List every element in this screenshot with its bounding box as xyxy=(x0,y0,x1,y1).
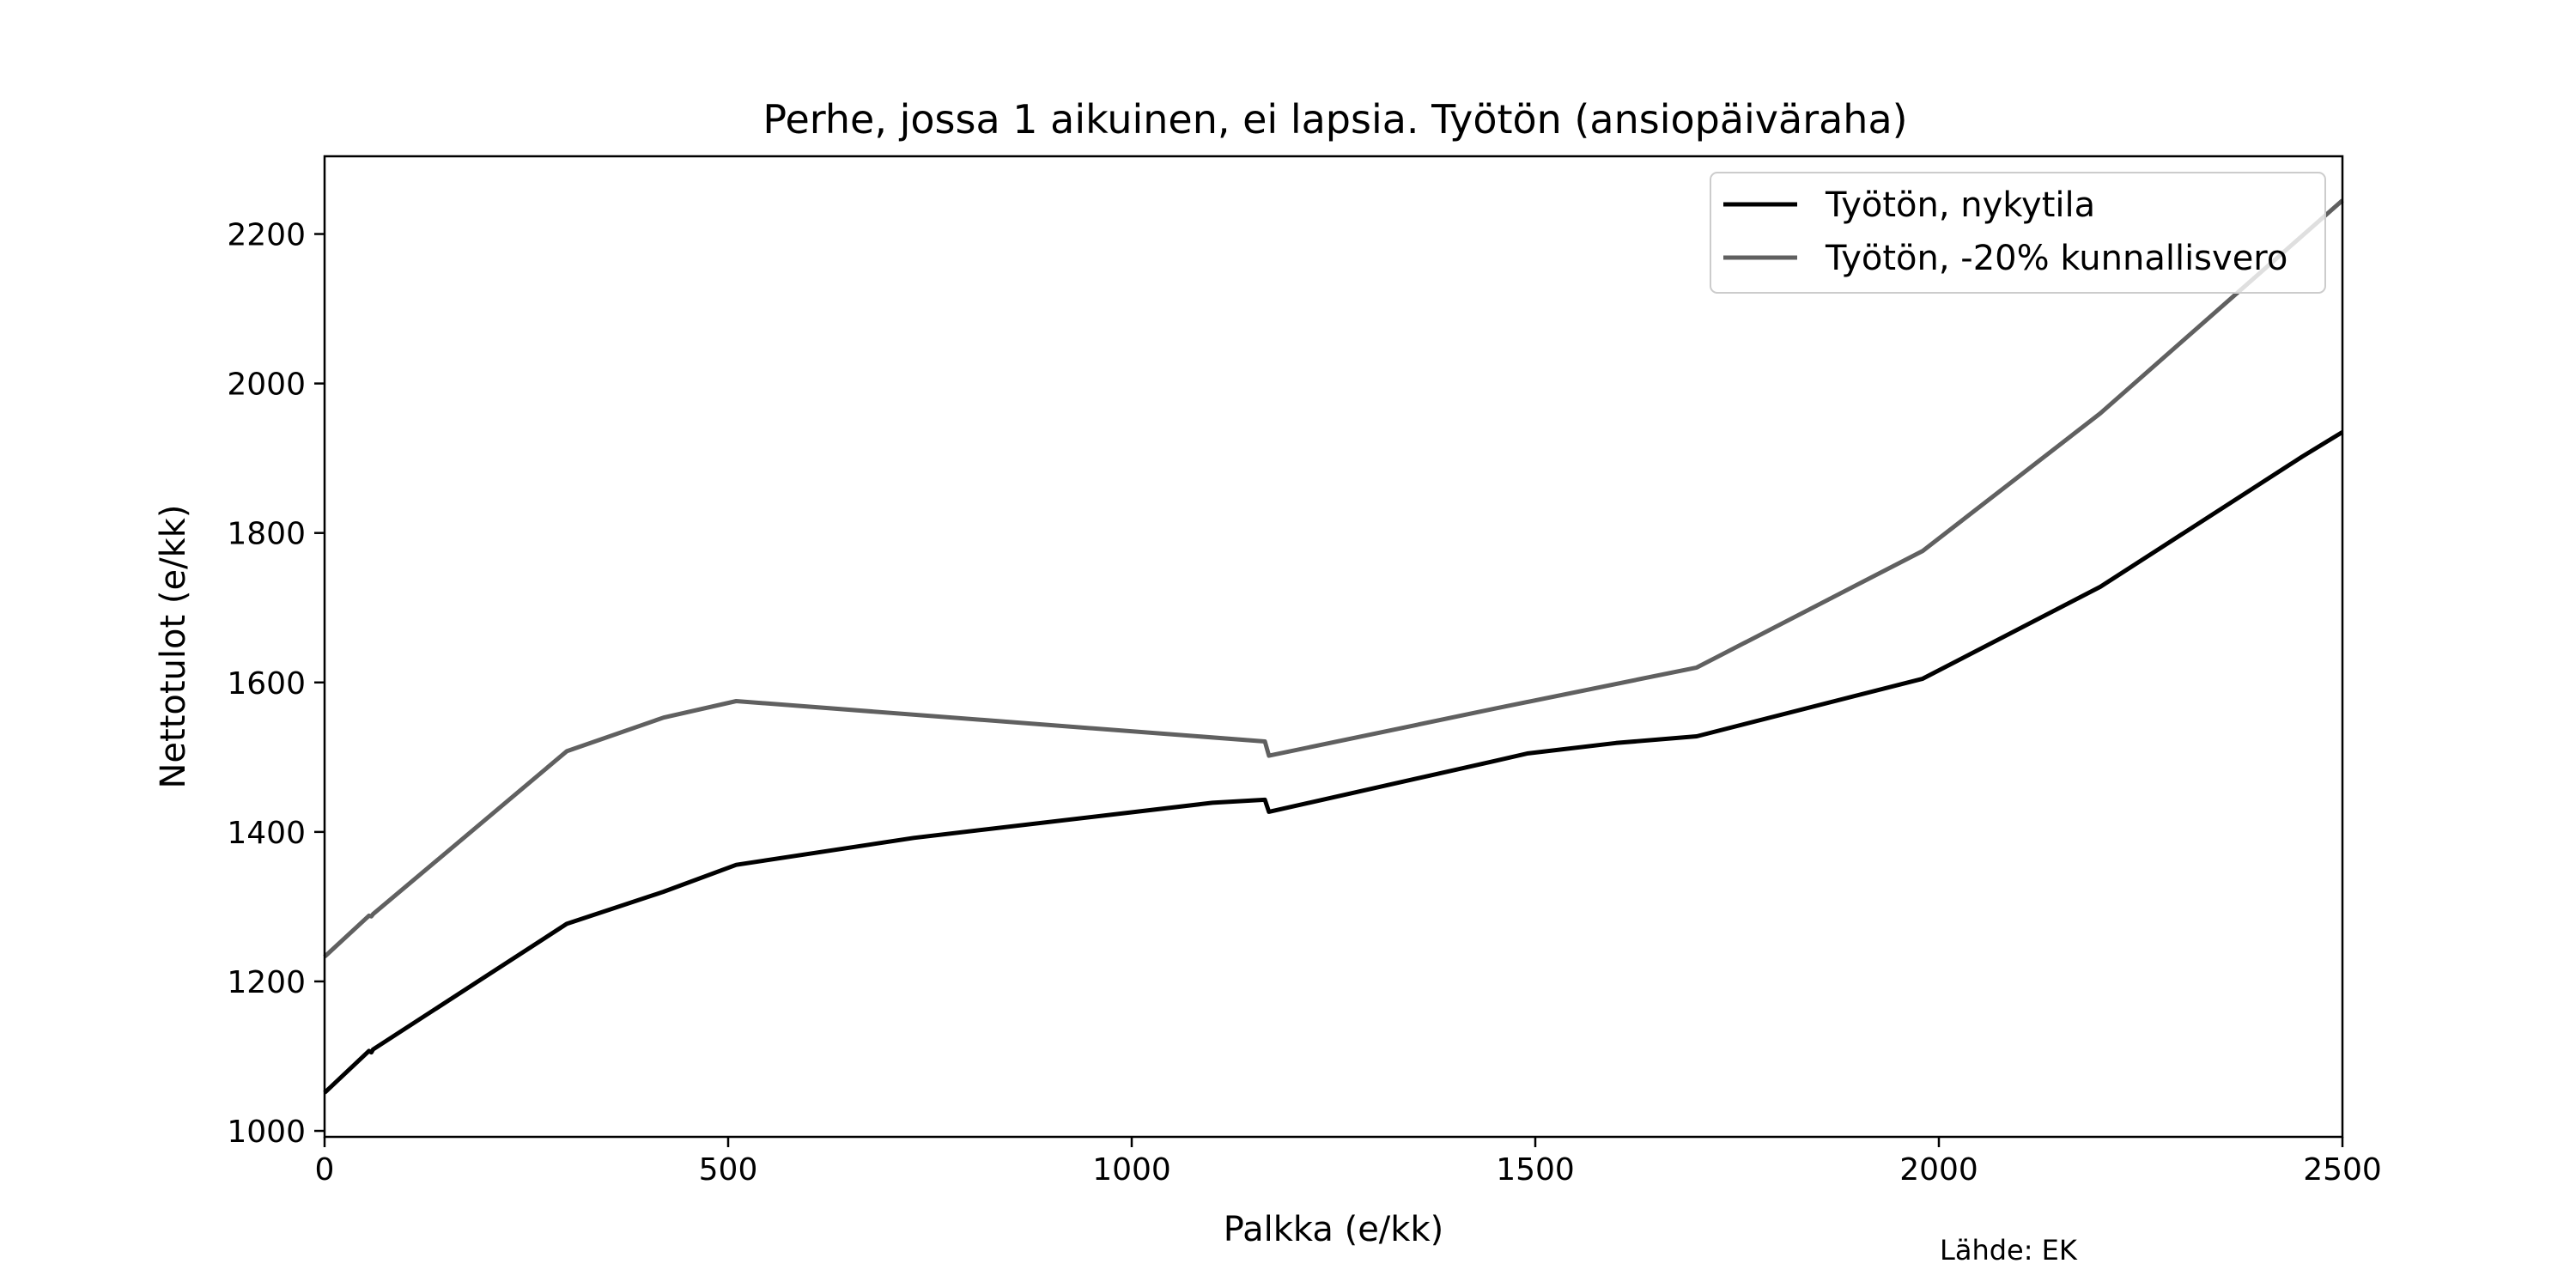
x-axis-ticks: 0 500 1000 1500 2000 2500 xyxy=(315,1137,2382,1188)
series-line-2 xyxy=(323,198,2344,959)
legend-box xyxy=(1710,172,2326,294)
x-tick-label: 2000 xyxy=(1899,1152,1978,1188)
x-tick-label: 1000 xyxy=(1092,1152,1171,1188)
source-note: Lähde: EK xyxy=(1940,1234,2078,1267)
y-tick-label: 1200 xyxy=(227,965,306,1000)
legend-label-series-2: Työtön, -20% kunnallisvero xyxy=(1825,239,2287,278)
y-axis-ticks: 1000 1200 1400 1600 1800 2000 2200 xyxy=(227,218,325,1150)
y-tick-label: 2200 xyxy=(227,218,306,253)
plot-frame xyxy=(323,155,2344,1139)
legend: Työtön, nykytila Työtön, -20% kunnallisv… xyxy=(1710,172,2326,294)
y-axis-title: Nettotulot (e/kk) xyxy=(154,504,193,788)
x-tick-label: 500 xyxy=(699,1152,758,1188)
x-axis-title: Palkka (e/kk) xyxy=(1224,1210,1443,1249)
x-tick-label: 0 xyxy=(315,1152,335,1188)
x-tick-label: 1500 xyxy=(1496,1152,1575,1188)
y-tick-label: 1000 xyxy=(227,1115,306,1150)
y-tick-label: 2000 xyxy=(227,368,306,403)
x-tick-label: 2500 xyxy=(2303,1152,2382,1188)
series-line-1 xyxy=(323,430,2344,1095)
plot-lines xyxy=(323,198,2344,1095)
y-tick-label: 1800 xyxy=(227,517,306,552)
chart-title: Perhe, jossa 1 aikuinen, ei lapsia. Työt… xyxy=(762,96,1907,143)
y-tick-label: 1600 xyxy=(227,666,306,702)
y-tick-label: 1400 xyxy=(227,816,306,851)
legend-label-series-1: Työtön, nykytila xyxy=(1825,185,2095,225)
